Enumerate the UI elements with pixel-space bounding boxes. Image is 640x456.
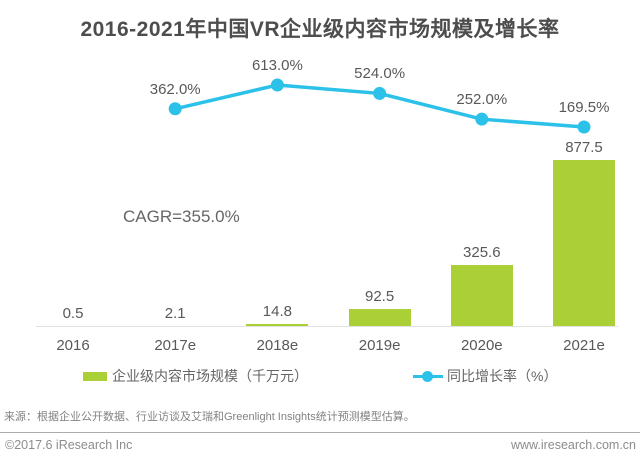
x-axis-label: 2020e — [460, 337, 503, 354]
x-axis-label: 2018e — [256, 337, 299, 354]
x-axis-label: 2021e — [563, 337, 605, 354]
footer-website: www.iresearch.com.cn — [510, 438, 636, 452]
bar-value-label: 92.5 — [364, 288, 395, 306]
cagr-annotation: CAGR=355.0% — [123, 207, 240, 226]
bar-value-label: 325.6 — [463, 244, 501, 262]
bar-value-label: 14.8 — [262, 303, 292, 321]
source-note: 来源：根据企业公开数据、行业访谈及艾瑞和Greenlight Insights统… — [4, 411, 415, 423]
legend: 企业级内容市场规模（千万元） 同比增长率（%） — [0, 367, 640, 389]
growth-value-label: 169.5% — [558, 98, 610, 116]
footer-divider — [0, 432, 640, 433]
growth-value-label: 613.0% — [251, 57, 303, 74]
growth-point — [475, 112, 489, 126]
legend-label-growth-rate: 同比增长率（%） — [447, 368, 558, 384]
legend-item-market-scale: 企业级内容市场规模（千万元） — [83, 367, 308, 385]
growth-value-label: 362.0% — [149, 80, 201, 98]
growth-point — [270, 78, 284, 92]
growth-point — [168, 102, 182, 116]
x-axis-label: 2017e — [154, 337, 197, 354]
growth-value-label: 252.0% — [456, 91, 508, 109]
market-scale-bar — [450, 265, 513, 327]
bar-value-label: 0.5 — [62, 304, 84, 322]
market-scale-bar — [553, 160, 615, 327]
x-axis-label: 2016 — [56, 337, 90, 354]
line-series-swatch-icon — [413, 370, 443, 383]
market-scale-bar — [246, 324, 309, 327]
x-axis-line — [36, 326, 618, 327]
legend-item-growth-rate: 同比增长率（%） — [413, 367, 557, 385]
legend-label-market-scale: 企业级内容市场规模（千万元） — [112, 368, 308, 384]
growth-point — [373, 86, 387, 100]
bar-series-swatch-icon — [83, 371, 107, 381]
bar-value-label: 2.1 — [164, 304, 186, 322]
bar-value-label: 877.5 — [565, 139, 603, 156]
x-axis-label: 2019e — [358, 337, 401, 354]
growth-value-label: 524.0% — [354, 65, 406, 83]
footer-copyright: ©2017.6 iResearch Inc — [5, 438, 133, 452]
growth-point — [577, 120, 591, 134]
market-scale-bar — [348, 309, 411, 327]
chart-title: 2016-2021年中国VR企业级内容市场规模及增长率 — [80, 18, 560, 41]
